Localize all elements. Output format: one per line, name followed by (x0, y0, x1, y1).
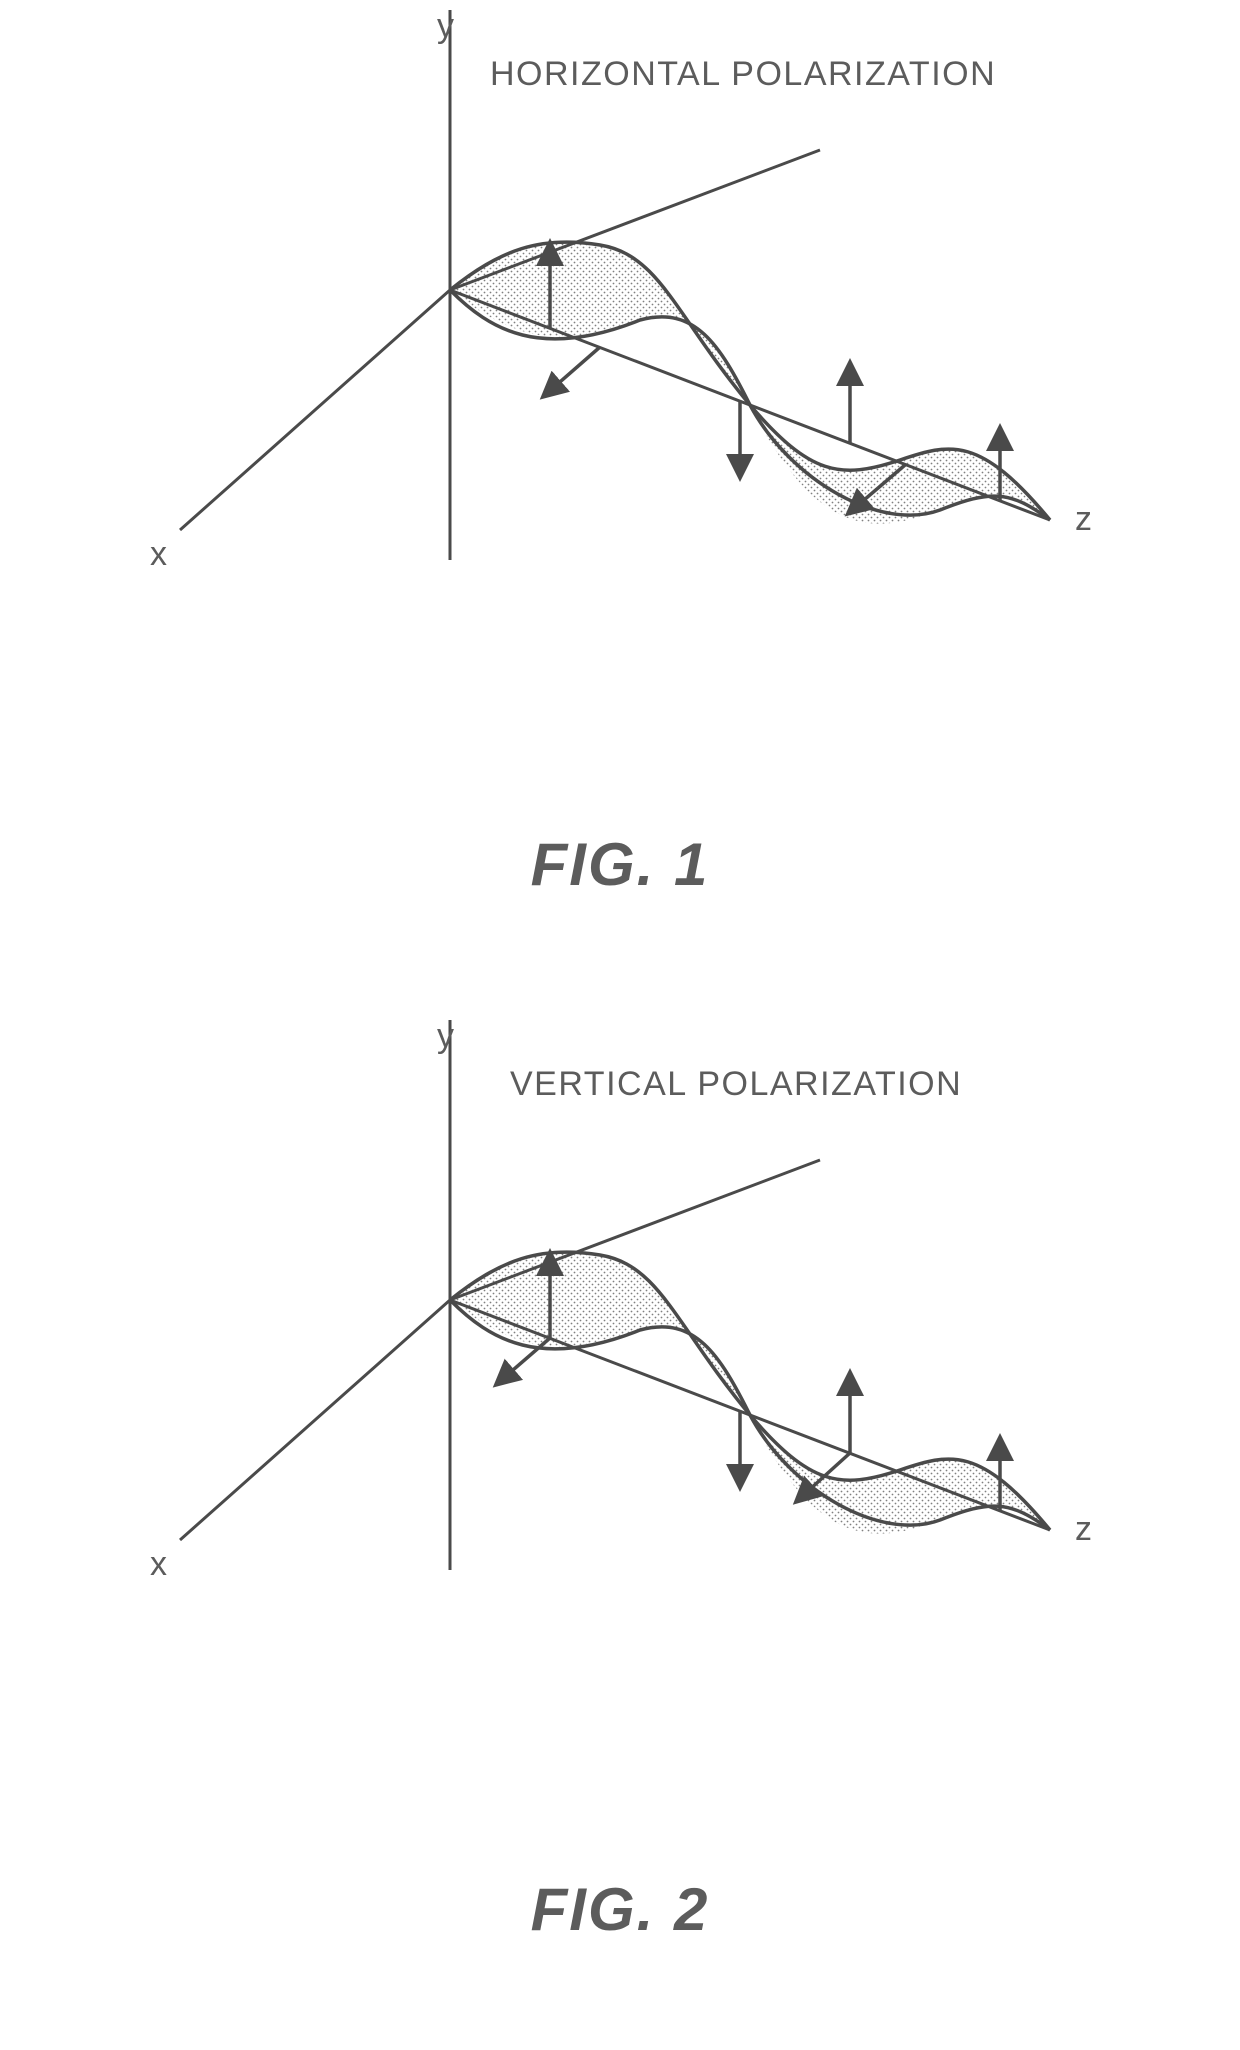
y-axis-label: y (437, 1017, 456, 1056)
figure-title: VERTICAL POLARIZATION (510, 1065, 962, 1104)
x-axis (180, 290, 450, 530)
z-axis (450, 1300, 1050, 1530)
z-axis-label: z (1075, 500, 1094, 539)
z-axis (450, 290, 1050, 520)
x-axis-label: x (150, 535, 169, 574)
x-axis (180, 1300, 450, 1540)
wave-fill (450, 242, 1050, 524)
y-axis-label: y (437, 7, 456, 46)
page: y x z HORIZONTAL POLARIZATION FIG. 1 (0, 0, 1240, 2050)
wave-fill (450, 1252, 1050, 1534)
figure-2-caption: FIG. 2 (0, 1875, 1240, 1944)
diagram-horizontal-polarization (120, 0, 1120, 700)
figure-1: y x z HORIZONTAL POLARIZATION (0, 0, 1240, 900)
diagram-vertical-polarization (120, 1010, 1120, 1710)
z-axis-label: z (1075, 1510, 1094, 1549)
x-axis-label: x (150, 1545, 169, 1584)
figure-title: HORIZONTAL POLARIZATION (490, 55, 996, 94)
figure-2: y x z VERTICAL POLARIZATION (0, 1010, 1240, 1910)
figure-1-caption: FIG. 1 (0, 830, 1240, 899)
